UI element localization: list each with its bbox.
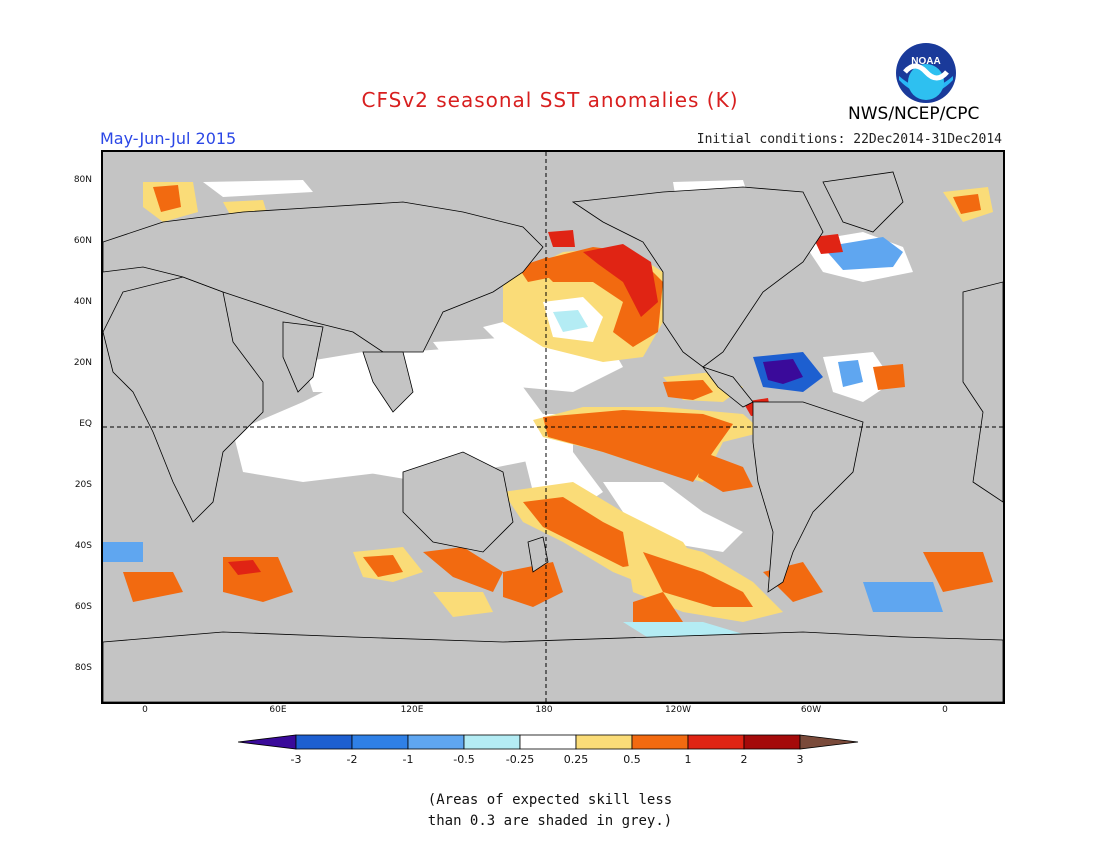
southern-ocean-anomalies [103,482,993,647]
colorbar-tick-label: 3 [797,753,804,766]
colorbar-box [743,734,801,750]
colorbar-box [407,734,465,750]
colorbar-tick-label: -1 [403,753,414,766]
agency-label: NWS/NCEP/CPC [848,104,980,124]
colorbar-box [631,734,689,750]
colorbar-tick-label: -0.25 [506,753,534,766]
colorbar-tick-label: 2 [741,753,748,766]
sst-anomaly-map [101,150,1005,704]
colorbar-box [575,734,633,750]
colorbar-left-arrow [238,734,297,750]
svg-text:NOAA: NOAA [911,56,940,67]
colorbar-tick-label: -2 [347,753,358,766]
lon-label-0: 0 [142,705,148,715]
colorbar-box [519,734,577,750]
noaa-logo-icon: NOAA [896,43,956,103]
continents [103,171,1003,702]
colorbar-box [295,734,353,750]
lon-label-60w: 60W [800,705,822,715]
colorbar-tick-label: -3 [291,753,302,766]
lat-label-40n: 40N [73,297,92,307]
lon-label-120e: 120E [400,705,424,715]
colorbar-tick-label: 1 [685,753,692,766]
lat-label-20s: 20S [74,480,92,490]
colorbar-tick-label: -0.5 [453,753,474,766]
footnote-line-1: (Areas of expected skill less [427,792,673,808]
lon-label-180: 180 [535,705,553,715]
lon-label-60e: 60E [269,705,287,715]
colorbar-right-arrow [799,734,859,750]
lat-label-80n: 80N [73,175,92,185]
colorbar-box [687,734,745,750]
atlantic-anomalies [753,187,993,402]
chart-title: CFSv2 seasonal SST anomalies (K) [361,88,739,112]
footnote-line-2: than 0.3 are shaded in grey.) [427,813,673,829]
lat-label-60n: 60N [73,236,92,246]
initial-conditions-label: Initial conditions: 22Dec2014-31Dec2014 [696,132,1002,147]
season-label: May-Jun-Jul 2015 [100,129,237,148]
lat-label-eq: EQ [79,419,92,429]
colorbar: -3 -2 -1 -0.5 -0.25 0.25 0.5 1 2 3 [238,734,859,766]
lat-label-80s: 80S [74,663,92,673]
colorbar-tick-label: 0.5 [623,753,641,766]
lon-label-120w: 120W [664,705,692,715]
skill-footnote: (Areas of expected skill less than 0.3 a… [0,790,1100,832]
lat-label-60s: 60S [74,602,92,612]
lat-label-40s: 40S [74,541,92,551]
colorbar-box [351,734,409,750]
colorbar-tick-label: 0.25 [564,753,589,766]
warm-anomaly-tropical-pacific [533,372,771,492]
colorbar-box [463,734,521,750]
lat-label-20n: 20N [73,358,92,368]
lon-label-0-east: 0 [942,705,948,715]
